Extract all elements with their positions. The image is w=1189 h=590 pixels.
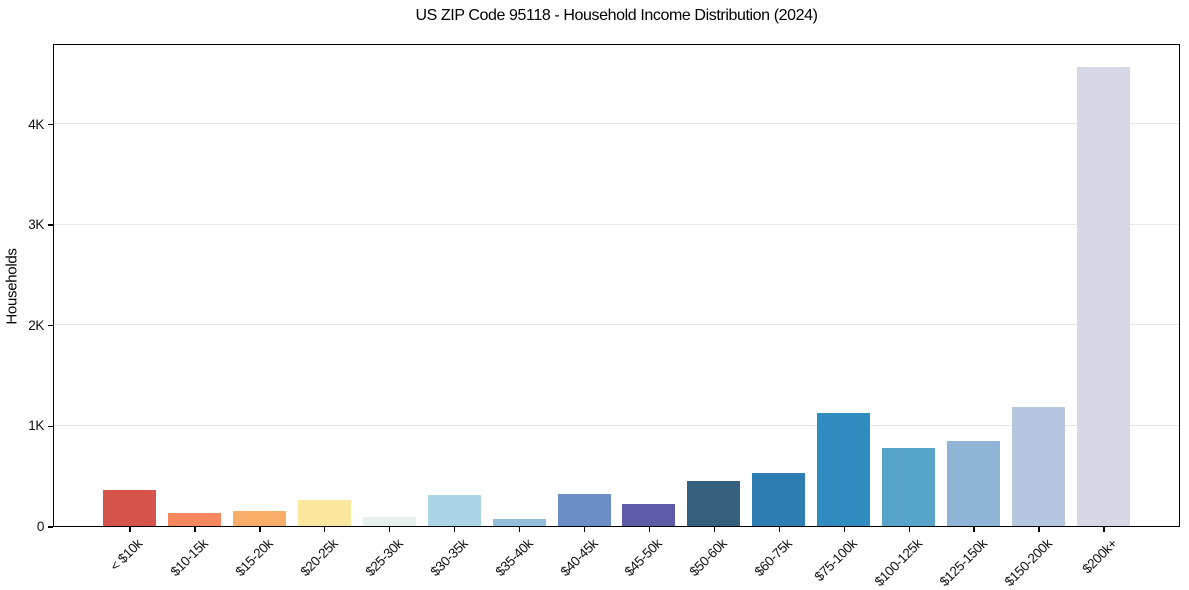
x-tick-mark [1103, 527, 1105, 532]
bar-$50-60k [687, 480, 741, 526]
bar-$25-30k [362, 516, 416, 526]
bar-$125-150k [947, 441, 1001, 526]
bar-$75-100k [817, 413, 871, 526]
gridline [54, 123, 1179, 124]
bar-< $10k [103, 489, 156, 526]
x-tick-label: $125-150k [936, 536, 990, 590]
y-tick-label: 0 [36, 519, 45, 534]
x-tick-label: $25-30k [362, 536, 406, 580]
bar-$45-50k [622, 503, 676, 526]
x-tick-mark [973, 527, 975, 532]
x-tick-mark [583, 527, 586, 532]
x-tick-mark [453, 527, 456, 532]
y-tick-mark [48, 526, 53, 528]
bar-$40-45k [557, 494, 611, 526]
y-tick-mark [48, 325, 53, 327]
x-tick-mark [1038, 527, 1040, 532]
x-tick-label: $50-60k [686, 536, 731, 580]
x-tick-label: $200k+ [1079, 536, 1120, 577]
x-tick-mark [194, 527, 196, 532]
x-tick-label: $45-50k [621, 536, 666, 580]
y-tick-label: 2K [28, 317, 44, 333]
y-tick-label: 3K [28, 217, 44, 233]
x-tick-mark [648, 527, 651, 532]
gridline [54, 223, 1179, 225]
x-tick-label: $150-200k [1001, 536, 1055, 590]
x-tick-label: $10-15k [167, 536, 211, 580]
chart-title: US ZIP Code 95118 - Household Income Dis… [415, 7, 818, 24]
x-tick-mark [518, 527, 521, 532]
bar-$20-25k [297, 499, 351, 526]
plot-area [53, 44, 1180, 527]
x-tick-label: $20-25k [297, 536, 341, 580]
x-tick-label: $100-125k [871, 536, 925, 590]
gridline [54, 424, 1179, 426]
bar-$30-35k [427, 495, 481, 526]
x-tick-mark [713, 527, 716, 532]
y-tick-mark [48, 425, 53, 428]
y-tick-mark [48, 123, 53, 126]
gridline [54, 324, 1179, 326]
bar-$150-200k [1012, 406, 1066, 526]
bar-$100-125k [882, 448, 936, 526]
bar-$200k+ [1077, 66, 1130, 526]
x-tick-label: $15-20k [232, 536, 276, 580]
x-tick-mark [324, 527, 326, 532]
x-tick-label: $75-100k [811, 536, 860, 585]
x-tick-mark [129, 527, 131, 532]
y-tick-mark [48, 224, 53, 226]
x-tick-label: $40-45k [557, 536, 601, 580]
x-tick-label: $60-75k [751, 536, 795, 580]
x-tick-mark [778, 527, 781, 532]
bar-$10-15k [167, 513, 221, 526]
x-tick-mark [843, 527, 845, 532]
x-tick-label: $35-40k [492, 536, 536, 580]
x-tick-label: < $10k [107, 536, 146, 574]
bar-$35-40k [492, 519, 546, 526]
x-tick-mark [389, 527, 391, 532]
bar-$60-75k [752, 472, 806, 526]
y-tick-label: 4K [28, 116, 44, 132]
y-tick-label: 1K [28, 418, 44, 434]
bar-$15-20k [232, 510, 286, 526]
x-tick-mark [908, 527, 910, 532]
x-tick-label: $30-35k [427, 536, 471, 580]
x-tick-mark [259, 527, 261, 532]
y-axis-label: Households [3, 248, 21, 325]
